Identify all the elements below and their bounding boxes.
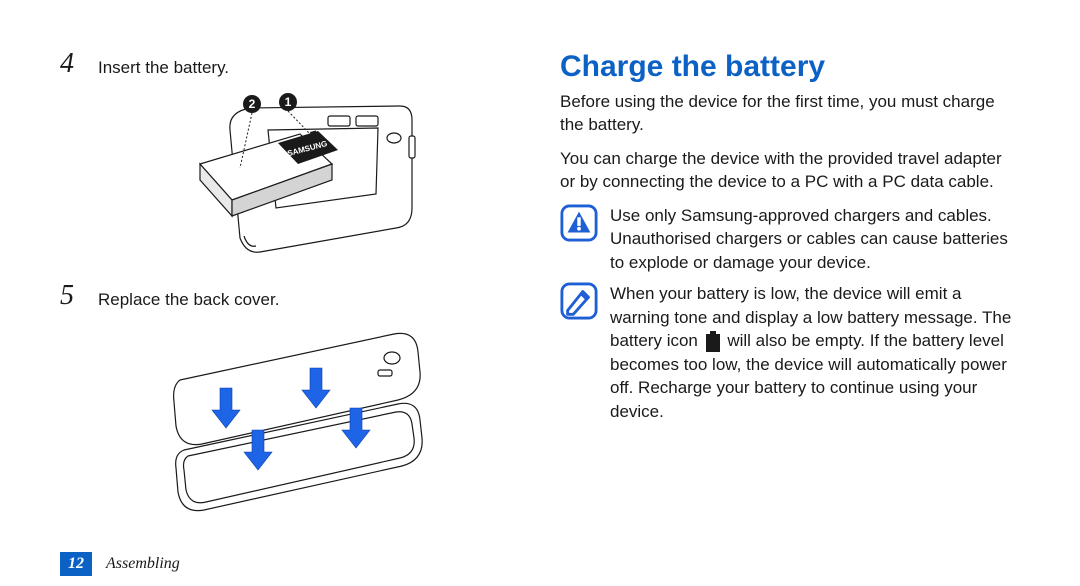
battery-empty-icon [705,331,721,353]
warning-block: Use only Samsung-approved chargers and c… [560,204,1020,274]
page-number: 12 [60,552,92,576]
svg-text:1: 1 [285,95,292,109]
heading-charge-battery: Charge the battery [560,50,1020,84]
step-4-number: 4 [60,50,84,78]
battery-insert-illustration: SAMSUNG 1 2 [160,88,420,258]
page-content: 4 Insert the battery. [60,50,1020,556]
warning-icon [560,204,598,242]
svg-text:2: 2 [249,97,256,111]
warning-text: Use only Samsung-approved chargers and c… [610,204,1020,274]
cover-replace-illustration [140,320,440,520]
left-column: 4 Insert the battery. [60,50,520,556]
paragraph-2: You can charge the device with the provi… [560,147,1020,194]
note-text: When your battery is low, the device wil… [610,282,1020,423]
step-4-text: Insert the battery. [98,50,229,80]
step-5-row: 5 Replace the back cover. [60,282,520,312]
step-5-number: 5 [60,282,84,310]
step-4-row: 4 Insert the battery. [60,50,520,80]
section-name: Assembling [106,555,180,573]
paragraph-1: Before using the device for the first ti… [560,90,1020,137]
note-icon [560,282,598,320]
note-block: When your battery is low, the device wil… [560,282,1020,423]
right-column: Charge the battery Before using the devi… [560,50,1020,556]
page-footer: 12 Assembling [60,552,180,576]
step-5-text: Replace the back cover. [98,282,279,312]
